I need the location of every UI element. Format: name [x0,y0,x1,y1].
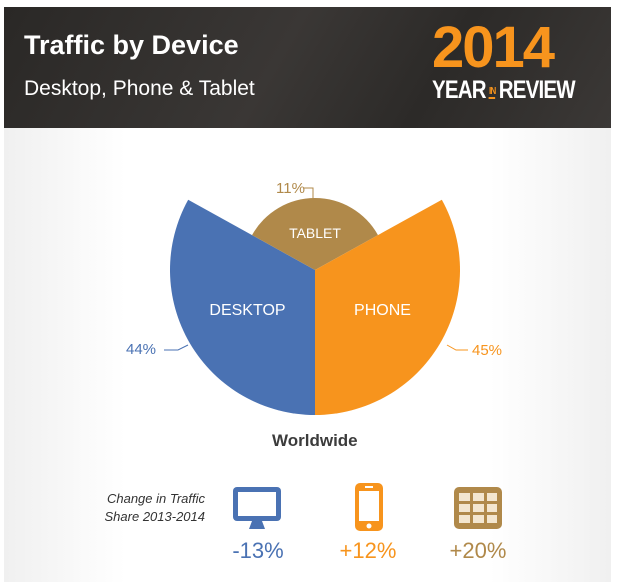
logo-in: IN [488,85,496,99]
change-value-tablet: +20% [449,538,507,563]
pct-label-desktop: 44% [126,341,157,358]
badge-year: 2014 [432,15,555,80]
monitor-icon [233,487,281,529]
chart-caption: Worldwide [272,431,358,450]
year-in-review-logo: YEAR IN REVIEW [432,76,576,105]
pct-label-phone: 45% [472,342,503,359]
leader-line [446,344,468,351]
slice-label-tablet: TABLET [289,225,341,241]
page-subtitle: Desktop, Phone & Tablet [24,77,255,100]
slice-label-phone: PHONE [354,302,411,319]
change-value-phone: +12% [339,538,397,563]
pie-slice-phone [315,199,460,415]
leader-line [303,187,314,202]
change-value-desktop: -13% [232,538,284,563]
pie-slice-desktop [169,199,315,415]
slice-label-desktop: DESKTOP [209,302,286,319]
logo-year: YEAR [432,76,487,104]
logo-review: REVIEW [498,76,576,104]
pct-label-tablet: 11% [276,180,305,197]
header-banner [4,7,611,128]
tablet-grid-icon [454,487,502,529]
smartphone-icon [355,483,383,531]
leader-line [164,344,189,351]
page-title: Traffic by Device [24,30,239,60]
pie-slice-tablet [252,197,378,270]
change-label: Change in Traffic Share 2013-2014 [104,491,205,524]
